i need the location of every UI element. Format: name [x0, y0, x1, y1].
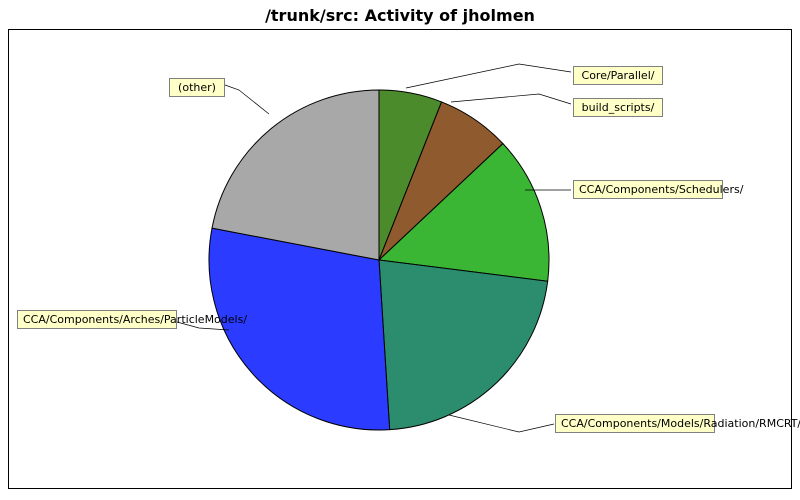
chart-title: /trunk/src: Activity of jholmen [0, 0, 800, 29]
slice-label: build_scripts/ [573, 98, 663, 117]
pie-slice [209, 228, 390, 430]
pie-slice [379, 260, 548, 430]
slice-label: CCA/Components/Arches/ParticleModels/ [17, 310, 177, 329]
slice-label: Core/Parallel/ [573, 66, 663, 85]
slice-label: CCA/Components/Schedulers/ [573, 180, 723, 199]
chart-container: /trunk/src: Activity of jholmen Core/Par… [0, 0, 800, 500]
slice-label: (other) [169, 78, 225, 97]
leader-line [225, 85, 269, 114]
leader-line [406, 64, 571, 88]
leader-line [449, 415, 554, 432]
plot-area: Core/Parallel/build_scripts/CCA/Componen… [8, 29, 792, 489]
slice-label: CCA/Components/Models/Radiation/RMCRT/ [555, 414, 715, 433]
leader-line [451, 94, 571, 104]
